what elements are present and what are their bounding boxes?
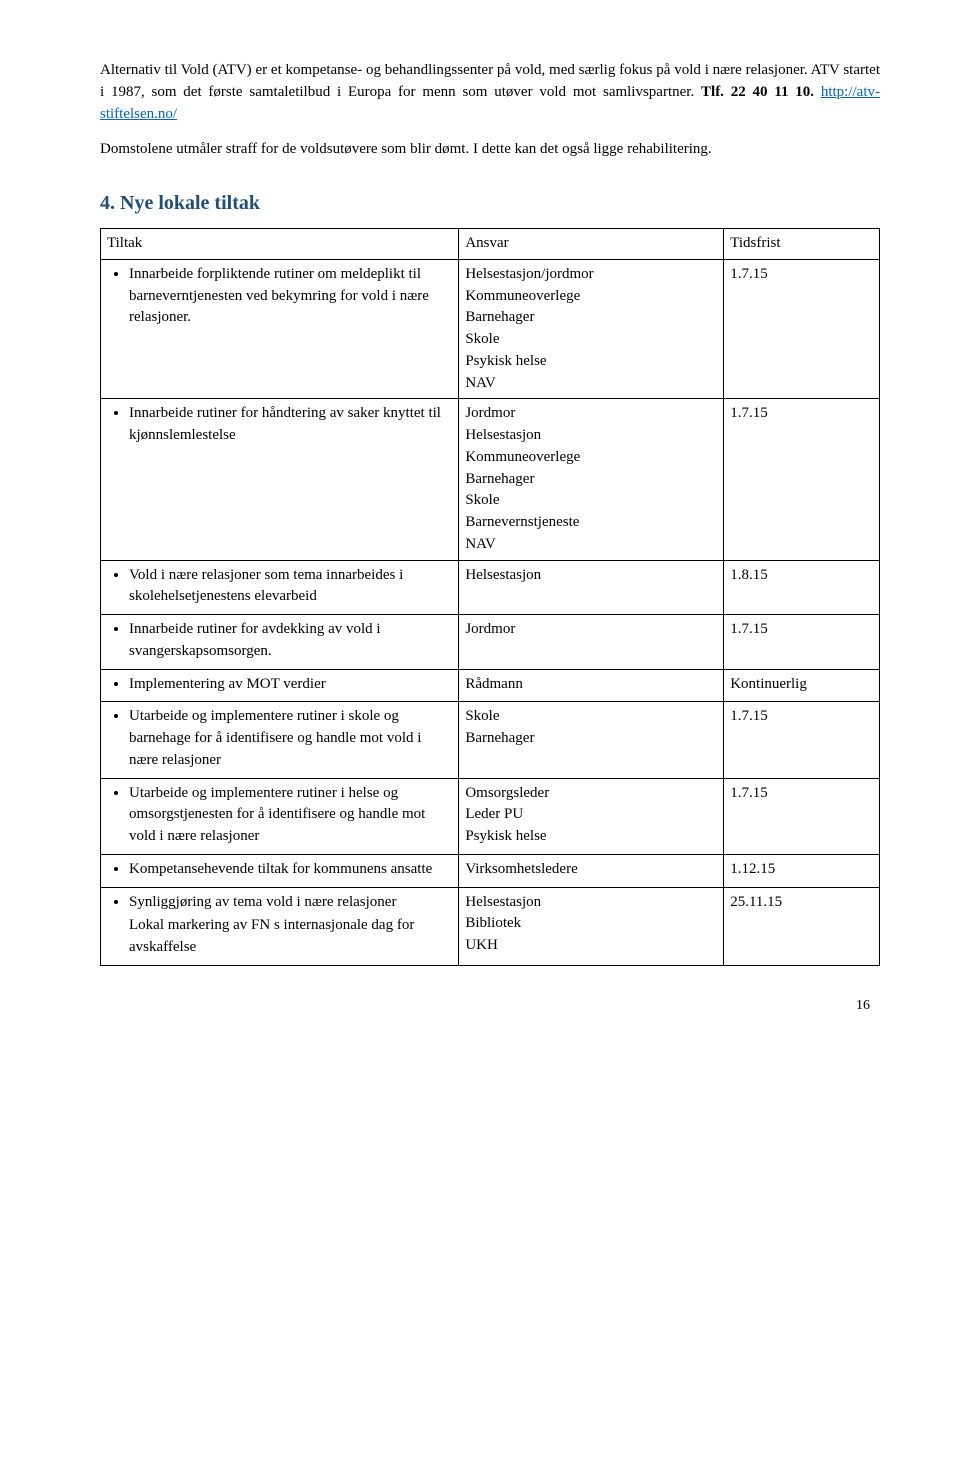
ansvar-line: NAV xyxy=(465,373,717,395)
cell-tiltak: Kompetansehevende tiltak for kommunens a… xyxy=(101,854,459,887)
tiltak-table: Tiltak Ansvar Tidsfrist Innarbeide forpl… xyxy=(100,228,880,966)
tiltak-list: Innarbeide forpliktende rutiner om melde… xyxy=(107,264,452,329)
table-row: Kompetansehevende tiltak for kommunens a… xyxy=(101,854,880,887)
cell-tidsfrist: 1.7.15 xyxy=(724,778,880,854)
tiltak-list: Innarbeide rutiner for håndtering av sak… xyxy=(107,403,452,447)
tiltak-list: Utarbeide og implementere rutiner i hels… xyxy=(107,783,452,848)
table-row: Synliggjøring av tema vold i nære relasj… xyxy=(101,887,880,965)
tiltak-list: Kompetansehevende tiltak for kommunens a… xyxy=(107,859,452,881)
ansvar-line: Barnehager xyxy=(465,307,717,329)
cell-tidsfrist: 25.11.15 xyxy=(724,887,880,965)
header-ansvar: Ansvar xyxy=(459,229,724,260)
cell-tidsfrist: 1.8.15 xyxy=(724,560,880,615)
ansvar-line: Barnehager xyxy=(465,469,717,491)
cell-ansvar: OmsorgslederLeder PUPsykisk helse xyxy=(459,778,724,854)
table-row: Implementering av MOT verdier Rådmann Kont… xyxy=(101,669,880,702)
section-heading: 4. Nye lokale tiltak xyxy=(100,189,880,218)
header-tiltak: Tiltak xyxy=(101,229,459,260)
tiltak-item: Synliggjøring av tema vold i nære relasj… xyxy=(129,892,452,959)
ansvar-line: Barnehager xyxy=(465,728,717,750)
ansvar-line: Kommuneoverlege xyxy=(465,286,717,308)
cell-tiltak: Implementering av MOT verdier xyxy=(101,669,459,702)
table-row: Utarbeide og implementere rutiner i hels… xyxy=(101,778,880,854)
cell-tidsfrist: 1.12.15 xyxy=(724,854,880,887)
intro-phone-bold: Tlf. 22 40 11 10. xyxy=(701,84,821,100)
ansvar-line: Kommuneoverlege xyxy=(465,447,717,469)
table-row: Innarbeide rutiner for håndtering av sak… xyxy=(101,399,880,560)
table-header-row: Tiltak Ansvar Tidsfrist xyxy=(101,229,880,260)
cell-tiltak: Innarbeide rutiner for håndtering av sak… xyxy=(101,399,459,560)
cell-tiltak: Vold i nære relasjoner som tema innarbei… xyxy=(101,560,459,615)
tiltak-item: Vold i nære relasjoner som tema innarbei… xyxy=(129,565,452,609)
ansvar-line: Rådmann xyxy=(465,674,717,696)
ansvar-line: Jordmor xyxy=(465,403,717,425)
tiltak-item: Innarbeide rutiner for avdekking av vold… xyxy=(129,619,452,663)
tiltak-list: Vold i nære relasjoner som tema innarbei… xyxy=(107,565,452,609)
cell-tiltak: Synliggjøring av tema vold i nære relasj… xyxy=(101,887,459,965)
ansvar-line: NAV xyxy=(465,534,717,556)
ansvar-line: Omsorgsleder xyxy=(465,783,717,805)
ansvar-line: Helsestasjon/jordmor xyxy=(465,264,717,286)
table-row: Vold i nære relasjoner som tema innarbei… xyxy=(101,560,880,615)
ansvar-line: Helsestasjon xyxy=(465,892,717,914)
tiltak-item: Innarbeide rutiner for håndtering av sak… xyxy=(129,403,452,447)
table-row: Innarbeide forpliktende rutiner om melde… xyxy=(101,259,880,399)
cell-ansvar: HelsestasjonBibliotekUKH xyxy=(459,887,724,965)
tiltak-item: Innarbeide forpliktende rutiner om melde… xyxy=(129,264,452,329)
tiltak-item: Utarbeide og implementere rutiner i hels… xyxy=(129,783,452,848)
cell-ansvar: Virksomhetsledere xyxy=(459,854,724,887)
cell-ansvar: Rådmann xyxy=(459,669,724,702)
ansvar-line: UKH xyxy=(465,935,717,957)
cell-ansvar: JordmorHelsestasjonKommuneoverlegeBarneh… xyxy=(459,399,724,560)
cell-tiltak: Innarbeide forpliktende rutiner om melde… xyxy=(101,259,459,399)
cell-tiltak: Utarbeide og implementere rutiner i hels… xyxy=(101,778,459,854)
tiltak-list: Innarbeide rutiner for avdekking av vold… xyxy=(107,619,452,663)
table-body: Innarbeide forpliktende rutiner om melde… xyxy=(101,259,880,965)
ansvar-line: Virksomhetsledere xyxy=(465,859,717,881)
tiltak-list: Synliggjøring av tema vold i nære relasj… xyxy=(107,892,452,959)
ansvar-line: Helsestasjon xyxy=(465,425,717,447)
ansvar-line: Bibliotek xyxy=(465,913,717,935)
cell-tidsfrist: Kontinuerlig xyxy=(724,669,880,702)
ansvar-line: Jordmor xyxy=(465,619,717,641)
tiltak-item: Kompetansehevende tiltak for kommunens a… xyxy=(129,859,452,881)
intro-paragraph-2: Domstolene utmåler straff for de voldsut… xyxy=(100,139,880,161)
cell-ansvar: Helsestasjon xyxy=(459,560,724,615)
intro-paragraph-1: Alternativ til Vold (ATV) er et kompetan… xyxy=(100,60,880,125)
tiltak-list: Utarbeide og implementere rutiner i skol… xyxy=(107,706,452,771)
cell-tidsfrist: 1.7.15 xyxy=(724,399,880,560)
ansvar-line: Skole xyxy=(465,706,717,728)
page-number: 16 xyxy=(100,996,880,1016)
ansvar-line: Barnevernstjeneste xyxy=(465,512,717,534)
ansvar-line: Skole xyxy=(465,490,717,512)
ansvar-line: Helsestasjon xyxy=(465,565,717,587)
cell-ansvar: Jordmor xyxy=(459,615,724,670)
cell-ansvar: Helsestasjon/jordmorKommuneoverlegeBarne… xyxy=(459,259,724,399)
cell-ansvar: SkoleBarnehager xyxy=(459,702,724,778)
cell-tidsfrist: 1.7.15 xyxy=(724,702,880,778)
cell-tidsfrist: 1.7.15 xyxy=(724,259,880,399)
header-tidsfrist: Tidsfrist xyxy=(724,229,880,260)
ansvar-line: Skole xyxy=(465,329,717,351)
tiltak-item: Utarbeide og implementere rutiner i skol… xyxy=(129,706,452,771)
tiltak-item: Implementering av MOT verdier xyxy=(129,674,452,696)
cell-tiltak: Utarbeide og implementere rutiner i skol… xyxy=(101,702,459,778)
tiltak-list: Implementering av MOT verdier xyxy=(107,674,452,696)
table-row: Utarbeide og implementere rutiner i skol… xyxy=(101,702,880,778)
ansvar-line: Psykisk helse xyxy=(465,826,717,848)
ansvar-line: Psykisk helse xyxy=(465,351,717,373)
cell-tiltak: Innarbeide rutiner for avdekking av vold… xyxy=(101,615,459,670)
cell-tidsfrist: 1.7.15 xyxy=(724,615,880,670)
ansvar-line: Leder PU xyxy=(465,804,717,826)
table-row: Innarbeide rutiner for avdekking av vold… xyxy=(101,615,880,670)
